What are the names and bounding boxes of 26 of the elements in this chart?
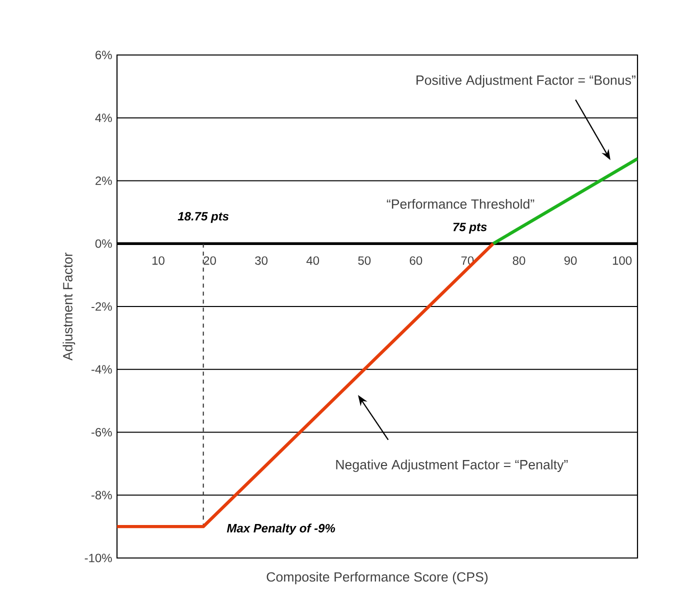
ref-line-label: 18.75 pts	[178, 212, 229, 223]
y-tick-label: -2%	[92, 302, 112, 311]
y-tick-label: -6%	[92, 428, 112, 436]
x-tick-label: 90	[564, 256, 577, 265]
x-tick-label: 20	[204, 256, 216, 265]
annotation: Negative Adjustment Factor = “Penalty”	[336, 460, 568, 472]
annotation: “Performance Threshold”	[386, 198, 534, 209]
x-tick-label: 10	[152, 256, 164, 265]
y-tick-label: 0%	[95, 239, 112, 248]
x-tick-label: 40	[306, 256, 320, 265]
y-tick-label: -8%	[92, 490, 112, 500]
annotation: Max Penalty of -9%	[226, 524, 336, 535]
y-axis-title: Adjustment Factor	[62, 252, 76, 361]
annotation: 75 pts	[453, 222, 487, 234]
y-tick-label: 4%	[95, 114, 112, 122]
x-tick-label: 80	[512, 256, 526, 265]
x-tick-label: 30	[255, 256, 268, 265]
annotation: Positive Adjustment Factor = “Bonus”	[416, 75, 636, 88]
x-tick-label: 100	[612, 256, 632, 265]
x-axis-title: Composite Performance Score (CPS)	[266, 572, 488, 584]
y-tick-label: -10%	[84, 554, 112, 562]
y-tick-label: -4%	[92, 365, 112, 374]
y-tick-label: 2%	[96, 176, 112, 185]
y-tick-label: 6%	[96, 50, 112, 60]
x-tick-label: 50	[358, 256, 371, 265]
x-tick-label: 60	[410, 256, 422, 265]
